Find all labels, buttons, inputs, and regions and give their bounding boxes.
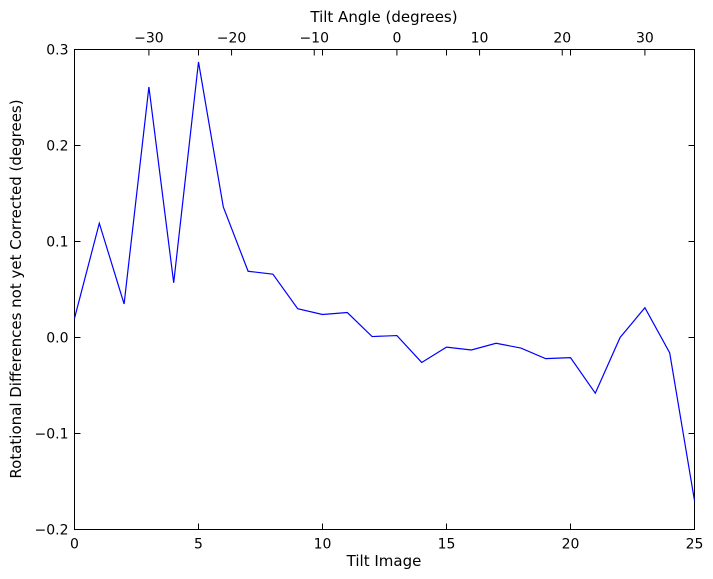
x-tick-label: 25: [686, 537, 704, 553]
x-tick-label: 10: [314, 537, 332, 553]
series-line: [73, 61, 696, 501]
y-tick-label: 0.1: [46, 235, 68, 251]
top-axis: −30 −20 −10 0 10 20 30: [134, 31, 654, 56]
x-tick-label: 15: [438, 537, 456, 553]
x-axis-title: Tilt Image: [346, 552, 422, 570]
x-tick-label: 20: [562, 537, 580, 553]
y-tick-label: 0.2: [46, 139, 68, 155]
x2-tick-label: −30: [134, 31, 164, 47]
x-tick-label: 5: [194, 537, 203, 553]
plot-frame: [74, 49, 695, 530]
x2-tick-label: 20: [553, 31, 571, 47]
x2-tick-label: 30: [636, 31, 654, 47]
x2-tick-label: −10: [299, 31, 329, 47]
left-axis: −0.2 −0.1 0.0 0.1 0.2 0.3: [35, 43, 695, 539]
x2-tick-label: −20: [217, 31, 247, 47]
y-tick-label: 0.0: [46, 331, 68, 347]
y-tick-label: −0.2: [35, 523, 69, 539]
y-axis-title: Rotational Differences not yet Corrected…: [7, 99, 25, 478]
y-tick-label: −0.1: [35, 427, 69, 443]
x2-tick-label: 0: [392, 31, 401, 47]
x2-tick-label: 10: [471, 31, 489, 47]
x-tick-label: 0: [70, 537, 79, 553]
y-tick-label: 0.3: [46, 43, 68, 59]
x2-axis-title: Tilt Angle (degrees): [309, 8, 457, 26]
bottom-axis: 0 5 10 15 20 25: [70, 49, 704, 553]
